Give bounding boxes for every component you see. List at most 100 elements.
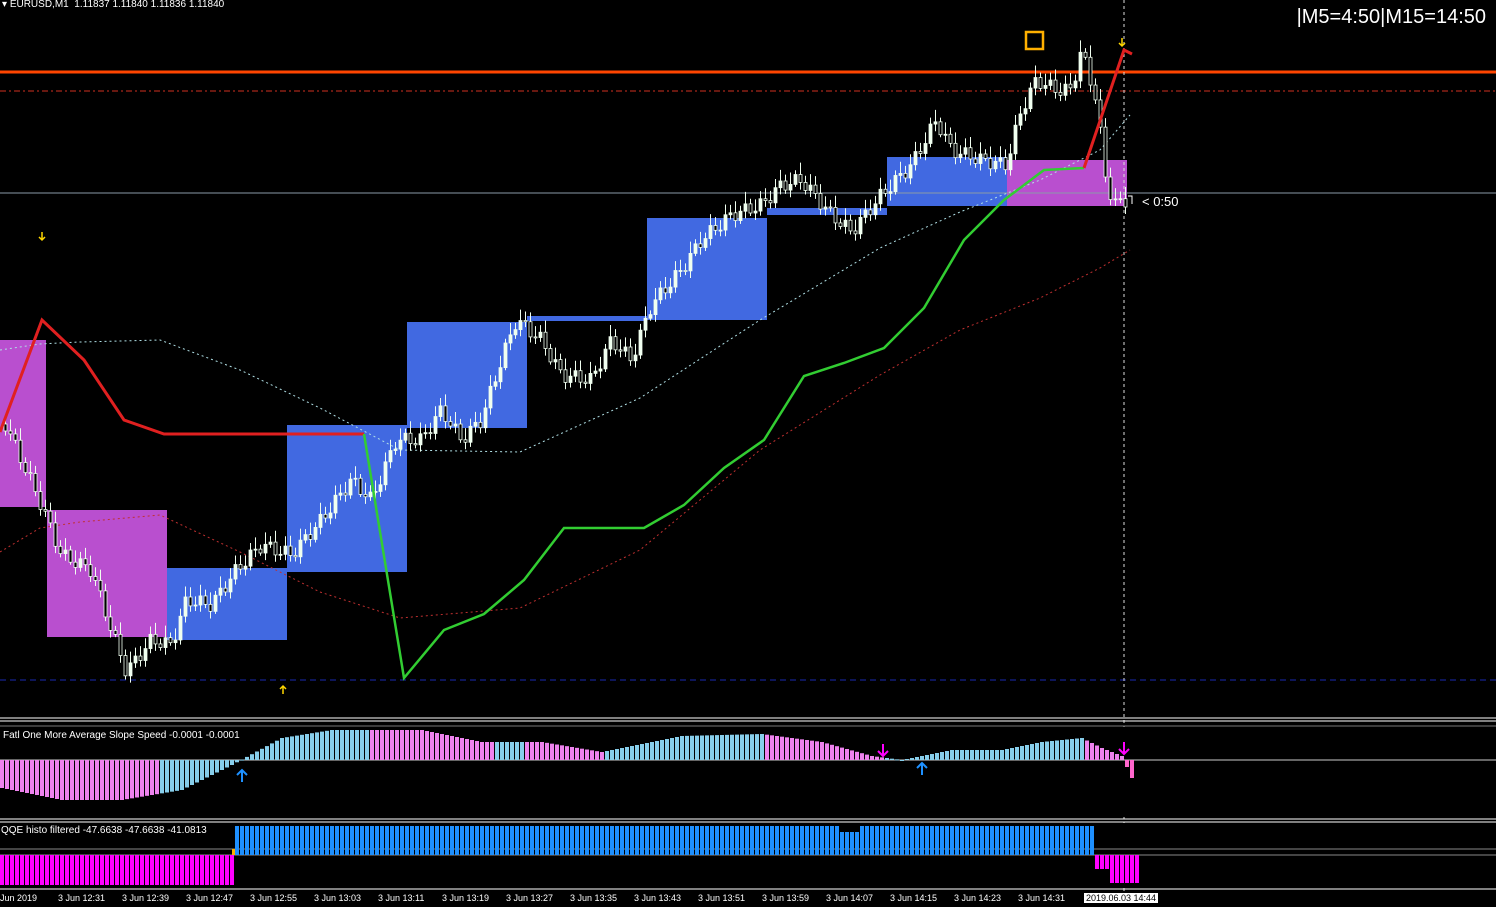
candle-body [938, 121, 943, 136]
histogram-bar [380, 730, 384, 760]
qqe-bar [1080, 826, 1084, 855]
histogram-bar [230, 760, 234, 765]
arrow-up-icon[interactable] [279, 684, 287, 694]
candle-body [133, 655, 138, 664]
qqe-bar [500, 826, 504, 855]
qqe-bar [55, 855, 59, 885]
candle-body [333, 494, 338, 514]
histogram-bar [935, 753, 939, 760]
qqe-bar [550, 826, 554, 855]
histogram-bar [1060, 740, 1064, 760]
histogram-bar [725, 734, 729, 760]
arrow-down-icon[interactable] [1118, 38, 1126, 48]
candle-body [1033, 77, 1038, 89]
time-label: 3 Jun 13:51 [698, 893, 746, 903]
candle-body [918, 151, 923, 154]
arrow-down-icon[interactable] [877, 744, 889, 758]
qqe-bar [720, 826, 724, 855]
candle-body [643, 317, 648, 331]
histogram-bar [785, 737, 789, 760]
histogram-bar [165, 760, 169, 793]
arrow-down-icon[interactable] [38, 232, 46, 242]
candle-body [143, 648, 148, 661]
histogram-bar [110, 760, 114, 800]
step-line-green[interactable] [362, 166, 1085, 681]
qqe-bar [725, 826, 729, 855]
time-label: 3 Jun 13:11 [378, 893, 425, 903]
candle-body [298, 539, 303, 558]
histogram-bar [920, 756, 924, 760]
current-time-label: 2019.06.03 14:44 [1084, 893, 1159, 903]
arrow-down-icon[interactable] [1118, 742, 1130, 756]
qqe-bar [895, 826, 899, 855]
qqe-bar [250, 826, 254, 855]
histogram-bar [615, 749, 619, 760]
candle-body [758, 198, 763, 212]
qqe-bar [175, 855, 179, 885]
candle-body [683, 270, 688, 272]
histogram-bar [480, 742, 484, 760]
candle-body [458, 423, 463, 441]
menu-triangle-icon[interactable]: ▾ [2, 0, 8, 10]
arrow-up-icon[interactable] [236, 768, 248, 782]
histogram-bar [530, 742, 534, 760]
qqe-bar [995, 826, 999, 855]
time-label: 3 Jun 13:59 [762, 893, 810, 903]
histogram-bar [215, 760, 219, 773]
histogram-bar [565, 746, 569, 760]
qqe-bar [585, 826, 589, 855]
arrow-up-icon[interactable] [916, 761, 928, 775]
candle-body [893, 175, 898, 193]
qqe-bar [270, 826, 274, 855]
qqe-bar [215, 855, 219, 885]
square-marker-icon[interactable] [1024, 30, 1045, 51]
qqe-bar [1025, 826, 1029, 855]
qqe-bar [645, 826, 649, 855]
histogram-bar [510, 742, 514, 760]
qqe-bar [410, 826, 414, 855]
qqe-bar [305, 826, 309, 855]
histogram-bar [760, 734, 764, 760]
qqe-bar [990, 826, 994, 855]
histogram-bar [265, 746, 269, 760]
step-line-red[interactable] [0, 317, 364, 436]
histogram-bar [970, 750, 974, 760]
histogram-bar [105, 760, 109, 800]
candle-body [753, 210, 758, 214]
qqe-bar [1020, 826, 1024, 855]
qqe-bar [930, 826, 934, 855]
histogram-bar [580, 748, 584, 760]
histogram-bar [220, 760, 224, 770]
qqe-bar [660, 826, 664, 855]
bull-session-box [647, 218, 767, 320]
candle-body [83, 558, 88, 566]
histogram-bar [315, 732, 319, 760]
candle-body [863, 209, 868, 218]
candle-body [723, 214, 728, 231]
candle-body [198, 595, 203, 606]
qqe-bar [560, 826, 564, 855]
qqe-bar [1130, 855, 1134, 883]
qqe-bar [200, 855, 204, 885]
qqe-bar [105, 855, 109, 885]
candle-body [368, 491, 373, 498]
candle-body [403, 432, 408, 441]
histogram-bar [520, 742, 524, 760]
candle-body [1078, 51, 1083, 82]
qqe-bar [30, 855, 34, 885]
candle-body [813, 184, 818, 194]
candle-body [653, 299, 658, 316]
candle-body [393, 448, 398, 451]
histogram-bar [635, 745, 639, 760]
step-line-red-end[interactable] [1082, 47, 1133, 169]
qqe-bar [680, 826, 684, 855]
qqe-bar [920, 826, 924, 855]
candlesticks[interactable] [3, 40, 1128, 683]
candle-body [1118, 198, 1123, 201]
candle-body [798, 174, 803, 183]
bull-session-box [767, 208, 887, 215]
histogram-bar [410, 730, 414, 760]
candle-body [3, 423, 8, 432]
qqe-bar [370, 826, 374, 855]
